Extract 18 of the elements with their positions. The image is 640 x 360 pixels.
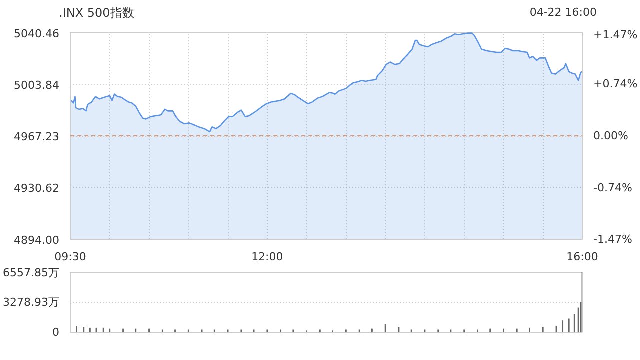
y2-tick-label: 0.00%: [594, 130, 628, 142]
y-tick-label: 5003.84: [14, 78, 60, 92]
y-tick-label: 5040.46: [14, 28, 60, 40]
y2-tick-label: +0.74%: [594, 77, 638, 90]
y2-tick-label: +1.47%: [594, 28, 638, 42]
y2-tick-label: -1.47%: [594, 233, 632, 246]
y-tick-label: 4967.23: [14, 130, 60, 144]
x-tick-label: 09:30: [54, 250, 86, 264]
text: 04-22 16:00: [530, 5, 597, 21]
y-tick-label: 3278.93万: [3, 296, 60, 309]
chart-title: .INX 500指数: [59, 5, 134, 22]
y-tick-label: 4930.62: [14, 182, 60, 196]
y-tick-label: 6557.85万: [3, 266, 60, 280]
x-tick-label: 12:00: [252, 250, 284, 264]
x-tick-label: 16:00: [566, 250, 598, 264]
y-tick-label: 0: [52, 326, 60, 339]
y-tick-label: 4894.00: [14, 234, 60, 247]
y2-tick-label: -0.74%: [594, 182, 632, 195]
